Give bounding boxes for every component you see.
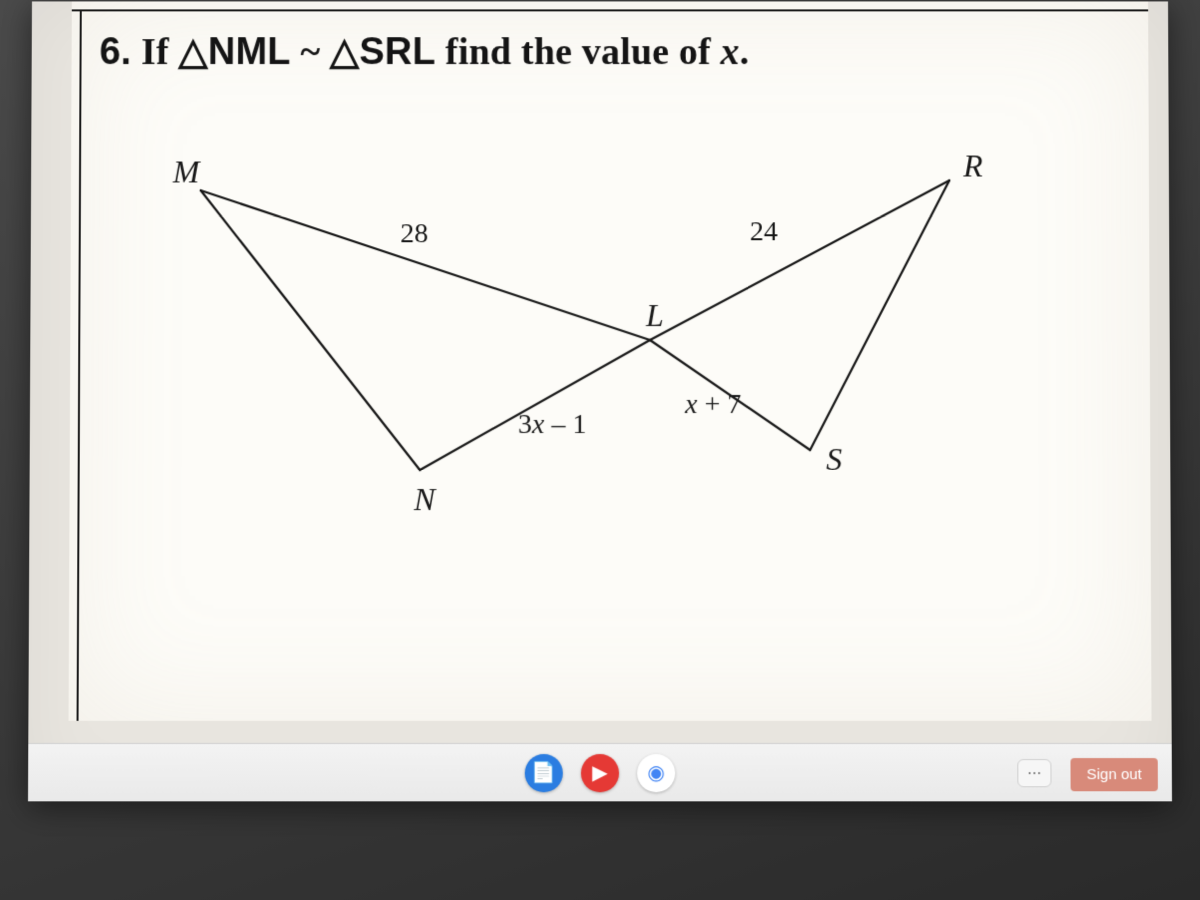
chrome-icon[interactable]: ◉ (637, 754, 675, 792)
question-suffix: find the value of (436, 31, 721, 73)
edge-LR (650, 180, 950, 340)
question-text: 6. If △NML ~ △SRL find the value of x. (99, 29, 749, 74)
sign-out-label: Sign out (1087, 766, 1142, 783)
question-prefix: If (141, 31, 179, 73)
system-tray[interactable]: ⋯ (1017, 759, 1051, 787)
edge-label-NL: 3x – 1 (518, 409, 586, 440)
question-period: . (740, 31, 750, 73)
question-number: 6. (99, 31, 131, 73)
vertex-label-R: R (962, 149, 983, 184)
vertex-label-N: N (413, 482, 437, 517)
edge-NL (420, 340, 650, 470)
edge-label-ML: 28 (400, 218, 428, 249)
tray-glyph: ⋯ (1027, 765, 1041, 782)
triangle-2: △SRL (330, 31, 436, 73)
youtube-icon[interactable]: ▶ (581, 754, 619, 792)
edge-SR (810, 180, 951, 450)
edge-label-LS: x + 7 (684, 389, 741, 420)
docs-icon[interactable]: 📄 (525, 754, 563, 792)
vertex-label-M: M (172, 155, 202, 190)
taskbar-icons: 📄 ▶ ◉ (525, 754, 676, 792)
triangles-diagram: M N L S R 28 3x – 1 24 x + 7 (129, 151, 1030, 571)
laptop-screen: ➤ 6. If △NML ~ △SRL find the value of x.… (28, 1, 1172, 801)
taskbar: 📄 ▶ ◉ (28, 743, 1172, 801)
edge-label-LR: 24 (750, 216, 778, 247)
edge-MN (200, 190, 421, 470)
photo-frame: ➤ 6. If △NML ~ △SRL find the value of x.… (0, 0, 1200, 900)
edge-ML (200, 190, 650, 340)
vertex-label-S: S (826, 442, 842, 477)
similar-symbol: ~ (291, 31, 330, 73)
vertex-label-L: L (645, 298, 664, 333)
sign-out-button[interactable]: Sign out (1070, 758, 1157, 791)
diagram-svg: M N L S R 28 3x – 1 24 x + 7 (129, 151, 1030, 571)
worksheet-page: ➤ 6. If △NML ~ △SRL find the value of x.… (69, 1, 1152, 720)
horizontal-rule (72, 9, 1148, 11)
question-var: x (720, 31, 739, 73)
vertical-rule (77, 9, 82, 720)
triangle-1: △NML (179, 31, 291, 73)
